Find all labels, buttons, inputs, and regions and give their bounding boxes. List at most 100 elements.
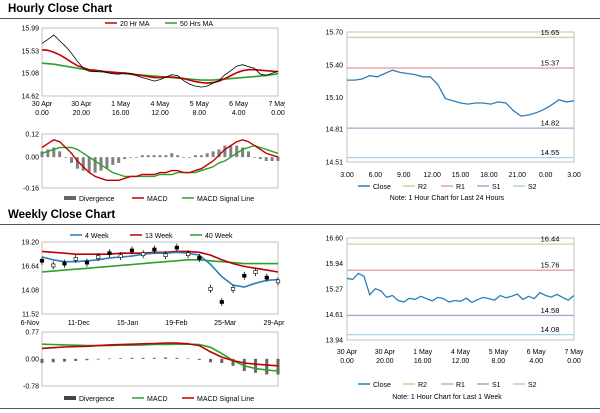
price-candle-body <box>84 260 90 265</box>
price-candle-body <box>174 245 179 250</box>
weekly-divider <box>0 224 600 225</box>
divergence-bar <box>129 157 132 158</box>
price-candle-body <box>163 253 168 257</box>
divergence-bar <box>52 147 56 158</box>
x-tick-label: 8.00 <box>492 358 506 365</box>
divergence-bar <box>254 358 258 373</box>
divergence-bar <box>164 155 168 158</box>
level-label-s2: 14.08 <box>541 325 560 334</box>
divergence-bar <box>111 157 115 165</box>
legend-label: S1 <box>492 382 501 389</box>
price-candle-body <box>275 279 281 284</box>
x-tick-label: 19-Feb <box>165 320 187 327</box>
divergence-bar <box>199 155 203 158</box>
divergence-bar <box>175 357 179 359</box>
divergence-bar <box>170 153 174 158</box>
y-tick-label: 15.10 <box>325 95 343 102</box>
plot-frame <box>41 27 279 97</box>
y-tick-label: 0.00 <box>25 356 39 363</box>
divergence-bar <box>96 358 100 360</box>
divergence-bar <box>220 358 224 364</box>
divergence-bar <box>99 157 103 171</box>
x-tick-label: 0.00 <box>271 110 285 117</box>
price-candle-body <box>152 247 157 252</box>
x-tick-label: 4.00 <box>529 358 543 365</box>
divergence-bar <box>276 157 280 161</box>
divergence-bar <box>247 151 250 158</box>
x-tick-label: 0.00 <box>567 358 581 365</box>
x-tick-label: 30 Apr <box>337 349 358 356</box>
y-tick-label: 14.61 <box>325 312 343 319</box>
divergence-bar <box>193 155 197 158</box>
legend-label: 40 Week <box>205 233 233 240</box>
divergence-bar <box>231 358 235 366</box>
legend-label: R2 <box>418 382 427 389</box>
x-tick-label: 20.00 <box>73 110 91 117</box>
divergence-bar <box>40 151 44 158</box>
x-tick-label: 7 May <box>564 349 584 356</box>
divergence-bar <box>265 358 269 375</box>
ma50-line <box>41 62 279 81</box>
x-tick-label: 4 May <box>451 349 471 356</box>
x-tick-label: 16.00 <box>414 358 432 365</box>
divergence-bar <box>117 157 121 163</box>
y-tick-label: 0.12 <box>25 132 39 139</box>
x-tick-label: 3.00 <box>340 172 354 179</box>
legend-label: MACD Signal Line <box>197 196 254 203</box>
y-tick-label: 13.94 <box>325 338 343 345</box>
divergence-bar <box>74 358 78 361</box>
divergence-bar <box>40 358 44 364</box>
divergence-bar <box>123 157 127 160</box>
y-tick-label: 0.00 <box>25 155 39 162</box>
plot-frame <box>346 31 575 163</box>
x-tick-label: 4 May <box>150 101 170 108</box>
legend-label: MACD <box>147 196 168 203</box>
x-tick-label: 8.00 <box>193 110 207 117</box>
divergence-bar <box>152 155 156 158</box>
divergence-bar <box>186 358 190 360</box>
divergence-bar <box>164 357 168 359</box>
weekly-price-chart: 19.20 16.64 14.08 11.526-Nov 11-Dec 15-Jan 19-… <box>21 233 285 327</box>
divergence-bar <box>140 155 144 158</box>
legend-label: 13 Week <box>145 233 173 240</box>
y-tick-label: 16.60 <box>325 236 343 243</box>
divergence-bar <box>197 358 201 360</box>
divergence-bar <box>51 358 55 363</box>
price-candle-body <box>129 248 135 253</box>
weekly-section-title: Weekly Close Chart <box>8 209 116 221</box>
legend-swatch <box>64 196 76 200</box>
divergence-bar <box>87 157 91 173</box>
x-tick-label: 21.00 <box>508 172 526 179</box>
macd-line <box>41 342 279 367</box>
chart-note: Note: 1 Hour Chart for Last 24 Hours <box>390 195 505 202</box>
divergence-bar <box>152 357 156 359</box>
price-candle-body <box>51 263 56 268</box>
ma4-line <box>41 251 279 288</box>
divergence-bar <box>229 145 233 158</box>
divergence-bar <box>241 147 245 158</box>
y-tick-label: -0.78 <box>23 384 39 391</box>
macd-line <box>41 139 279 181</box>
x-tick-label: 3.00 <box>567 172 581 179</box>
x-tick-label: 1 May <box>413 349 433 356</box>
price-candle-body <box>230 287 236 291</box>
x-tick-label: 0.00 <box>539 172 553 179</box>
price-candle-body <box>107 251 112 256</box>
hourly-levels-chart: 15.65 15.37 14.82 14.55 15.70 15.40 15.10 14.81… <box>325 28 581 202</box>
bottom-divider <box>0 408 600 409</box>
y-tick-label: 15.08 <box>21 71 39 78</box>
divergence-bar <box>46 149 50 158</box>
legend-label: S2 <box>528 382 537 389</box>
x-tick-label: 12.00 <box>151 110 169 117</box>
divergence-bar <box>70 157 73 163</box>
divergence-bar <box>205 153 209 158</box>
weekly-macd-chart: 0.77 0.00 -0.78 Divergence MACD MACD Signal L… <box>23 330 280 403</box>
x-tick-label: 20.00 <box>376 358 394 365</box>
divergence-bar <box>146 155 150 158</box>
legend-label: S2 <box>528 184 537 191</box>
divergence-bar <box>252 157 256 158</box>
plot-frame <box>41 331 279 387</box>
signal-line <box>41 343 279 372</box>
divergence-bar <box>264 157 268 161</box>
ma40-line <box>41 258 278 273</box>
